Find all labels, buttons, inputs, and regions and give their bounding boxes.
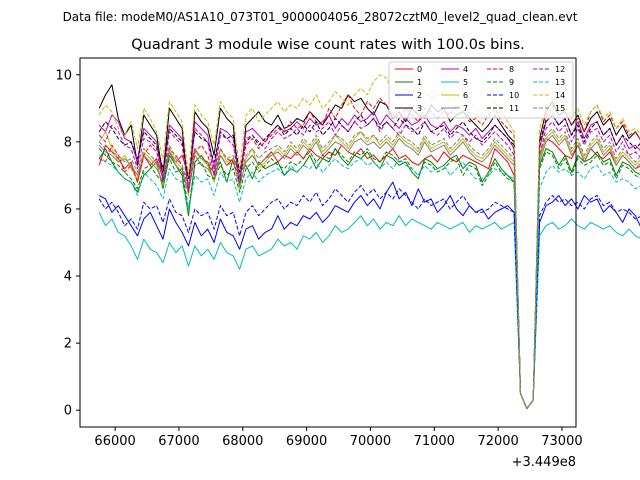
y-tick-label: 10: [55, 68, 72, 83]
legend-label-7: 7: [463, 104, 468, 113]
x-tick-label: 69000: [286, 434, 327, 449]
figure-suptitle: Data file: modeM0/AS1A10_073T01_90000040…: [63, 10, 578, 24]
chart-title: Quadrant 3 module wise count rates with …: [131, 37, 525, 53]
series-line-12: [98, 117, 640, 410]
y-tick-label: 8: [64, 135, 72, 150]
legend-label-1: 1: [417, 78, 422, 87]
series-line-11: [98, 114, 640, 410]
y-tick-label: 6: [64, 202, 72, 217]
series-line-6: [98, 131, 640, 410]
series-line-4: [98, 111, 640, 410]
series-line-5: [98, 212, 640, 410]
series-line-10: [98, 185, 640, 410]
legend-label-8: 8: [509, 65, 514, 74]
series-line-14: [98, 74, 640, 410]
x-tick-label: 66000: [94, 434, 135, 449]
legend-label-14: 14: [555, 91, 565, 100]
legend-frame: [388, 61, 574, 119]
x-axis: 66000 67000 68000 69000 70000 71000 72000 73000: [94, 427, 583, 449]
legend-label-5: 5: [463, 78, 468, 87]
x-tick-label: 67000: [158, 434, 199, 449]
legend-label-3: 3: [417, 104, 422, 113]
y-axis: 0 2 4 6 8 10: [55, 68, 80, 419]
series-line-7: [98, 134, 640, 410]
legend-label-11: 11: [509, 104, 519, 113]
y-tick-label: 2: [64, 337, 72, 352]
x-tick-label: 72000: [477, 434, 518, 449]
legend-label-0: 0: [417, 65, 422, 74]
legend-label-12: 12: [555, 65, 565, 74]
series-line-9: [98, 148, 640, 410]
plot-frame: [79, 57, 577, 428]
series-line-1: [98, 148, 640, 410]
legend-label-10: 10: [509, 91, 519, 100]
y-tick-label: 4: [64, 270, 72, 285]
series-line-2: [98, 181, 640, 410]
legend-label-15: 15: [555, 104, 565, 113]
legend-label-6: 6: [463, 91, 468, 100]
x-tick-label: 70000: [350, 434, 391, 449]
plot-series-group: [98, 74, 640, 410]
x-tick-label: 71000: [414, 434, 455, 449]
x-tick-label: 73000: [541, 434, 582, 449]
x-axis-offset-label: +3.449e8: [512, 455, 576, 470]
series-line-15: [98, 127, 640, 410]
y-tick-label: 0: [64, 404, 72, 419]
legend-label-2: 2: [417, 91, 422, 100]
legend-label-9: 9: [509, 78, 514, 87]
x-tick-label: 68000: [222, 434, 263, 449]
series-line-13: [98, 154, 640, 410]
legend-label-13: 13: [555, 78, 565, 87]
legend-label-4: 4: [463, 65, 468, 74]
